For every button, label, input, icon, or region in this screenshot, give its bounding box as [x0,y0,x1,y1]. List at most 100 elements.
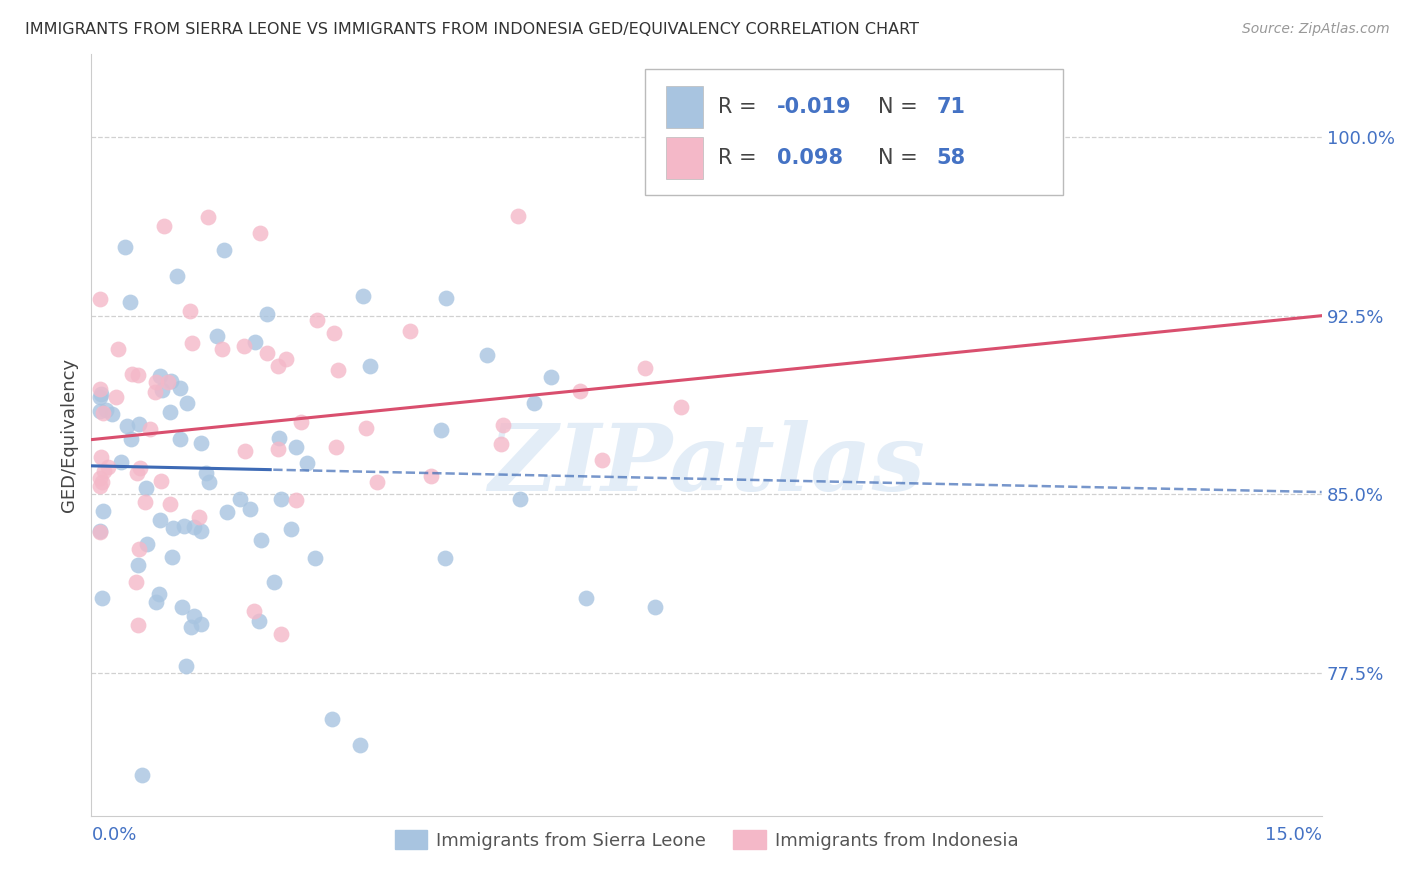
Point [183,609,205,624]
Point [326,363,349,377]
Point [267,442,290,457]
Point [136,537,159,551]
Point [93,464,115,478]
Point [509,492,531,507]
Text: 58: 58 [936,148,966,169]
Point [89,471,111,485]
Point [430,423,453,437]
FancyBboxPatch shape [645,69,1063,194]
Point [174,658,197,673]
Point [280,522,302,536]
Point [162,549,184,564]
Point [284,492,307,507]
Point [156,375,179,389]
Point [270,492,292,507]
Point [180,620,202,634]
Point [128,541,150,556]
Point [127,368,149,383]
Point [118,295,141,310]
Point [159,374,181,388]
Y-axis label: GED/Equivalency: GED/Equivalency [59,358,77,512]
Point [475,348,498,362]
Point [229,492,252,507]
Text: Source: ZipAtlas.com: Source: ZipAtlas.com [1241,22,1389,37]
Point [211,343,233,357]
Point [321,712,343,726]
Point [149,369,172,384]
Point [352,289,374,303]
Point [169,381,191,395]
Point [540,369,562,384]
Point [129,461,152,475]
Point [134,494,156,508]
Point [104,391,127,405]
Point [267,431,290,445]
Point [91,504,114,518]
Point [94,403,117,417]
Point [197,475,219,489]
Point [349,739,371,753]
Point [644,599,666,614]
Point [89,525,111,540]
Point [89,404,111,418]
Point [263,574,285,589]
Point [290,415,312,429]
Text: IMMIGRANTS FROM SIERRA LEONE VS IMMIGRANTS FROM INDONESIA GED/EQUIVALENCY CORREL: IMMIGRANTS FROM SIERRA LEONE VS IMMIGRAN… [25,22,920,37]
Point [125,574,148,589]
Point [575,591,598,605]
Point [205,329,228,343]
Point [434,550,457,565]
Point [115,419,138,434]
Point [89,292,111,306]
Text: R =: R = [717,97,763,117]
Point [91,475,114,489]
Point [276,351,298,366]
Point [190,617,212,632]
Point [267,359,290,373]
Point [179,303,201,318]
Point [591,453,613,467]
Text: 71: 71 [936,97,966,117]
Point [90,387,112,401]
Point [127,618,149,632]
Point [523,396,546,410]
Point [256,307,278,321]
Point [250,533,273,547]
Point [197,211,219,225]
Point [243,604,266,618]
Point [190,436,212,450]
Point [153,219,176,233]
Text: 15.0%: 15.0% [1264,826,1322,844]
Text: N =: N = [877,148,924,169]
Text: ZIPatlas: ZIPatlas [488,420,925,510]
Point [101,407,124,421]
Point [172,599,194,614]
Point [121,368,143,382]
Point [323,326,346,341]
Text: N =: N = [877,97,924,117]
Point [89,382,111,396]
Point [356,420,378,434]
Point [232,339,254,353]
Point [419,469,441,483]
Point [135,481,157,495]
FancyBboxPatch shape [666,87,703,128]
Point [508,210,530,224]
Point [297,456,319,470]
Point [173,519,195,533]
Point [159,497,181,511]
Point [120,432,142,446]
Point [150,383,173,397]
Point [359,359,381,373]
Point [212,244,235,258]
Point [166,269,188,284]
Point [325,440,347,454]
Point [243,334,266,349]
Point [190,524,212,538]
Point [215,505,238,519]
Point [270,627,292,641]
Point [89,390,111,404]
Text: 0.098: 0.098 [776,148,842,169]
Text: 0.0%: 0.0% [91,826,136,844]
FancyBboxPatch shape [666,137,703,179]
